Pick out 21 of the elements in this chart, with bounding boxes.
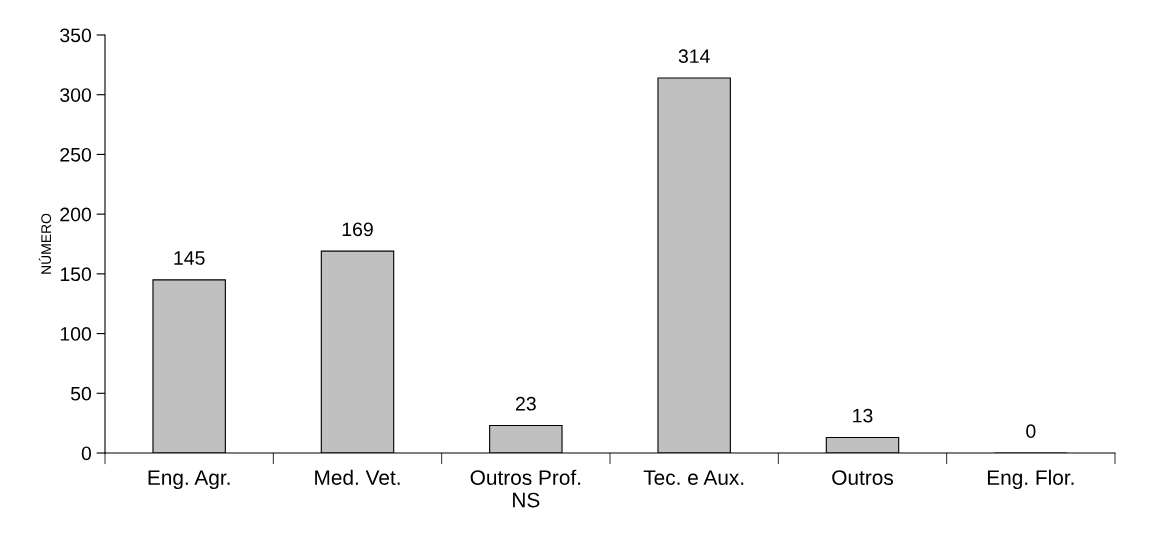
x-tick-label: Outros <box>832 470 894 485</box>
x-tick-label: Outros Prof. NS <box>470 469 581 508</box>
data-label: 23 <box>516 396 536 411</box>
y-tick-label: 200 <box>60 207 92 222</box>
y-tick-label: 350 <box>60 28 92 43</box>
data-label: 13 <box>853 408 873 423</box>
y-tick-label: 150 <box>60 267 92 282</box>
y-tick-label: 50 <box>70 386 92 401</box>
data-label: 0 <box>1026 424 1036 439</box>
y-tick-label: 300 <box>60 88 92 102</box>
x-tick-label: Eng. Agr. <box>148 470 230 490</box>
data-label: 314 <box>678 49 710 64</box>
x-tick-label: Med. Vet. <box>315 469 400 485</box>
data-label: 145 <box>174 251 205 265</box>
y-axis-title: NÚMERO <box>38 213 52 274</box>
y-tick-label: 0 <box>81 446 92 461</box>
x-tick-label: Tec. e Aux. <box>643 470 744 485</box>
data-label: 169 <box>342 222 373 237</box>
x-tick-label: Eng. Flor. <box>987 469 1074 490</box>
y-tick-label: 250 <box>60 147 92 162</box>
y-tick-label: 100 <box>60 327 92 341</box>
